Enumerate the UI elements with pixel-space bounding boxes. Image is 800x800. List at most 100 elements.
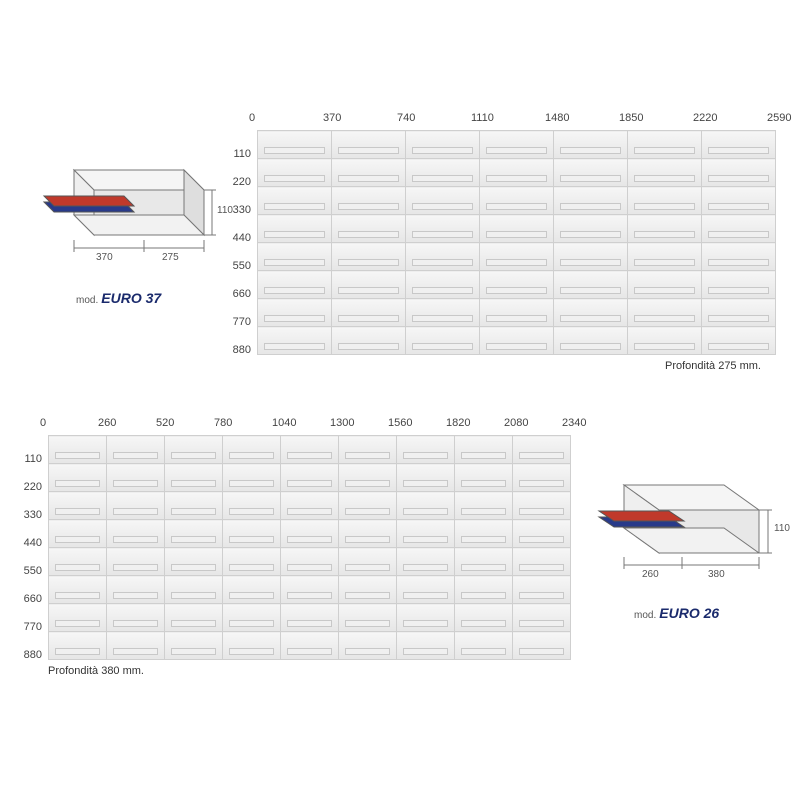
mailbox-cell — [223, 548, 281, 576]
mailbox-cell — [165, 604, 223, 632]
mailbox-cell — [107, 548, 165, 576]
mailbox-cell — [107, 576, 165, 604]
mailbox-cell — [165, 492, 223, 520]
mailbox-cell — [406, 131, 480, 159]
mailbox-cell — [49, 520, 107, 548]
y-axis-tick: 880 — [227, 344, 251, 356]
mailbox-cell — [281, 548, 339, 576]
y-axis-tick: 660 — [18, 593, 42, 605]
x-axis-tick: 780 — [214, 417, 232, 429]
mailbox-cell — [455, 520, 513, 548]
mailbox-cell — [628, 159, 702, 187]
mailbox-cell — [455, 604, 513, 632]
mailbox-cell — [165, 520, 223, 548]
mailbox-cell — [702, 131, 776, 159]
x-axis-tick: 1820 — [446, 417, 470, 429]
mailbox-cell — [513, 492, 571, 520]
x-axis-tick: 2340 — [562, 417, 586, 429]
mailbox-cell — [702, 187, 776, 215]
mailbox-cell — [628, 215, 702, 243]
mailbox-cell — [258, 187, 332, 215]
mailbox-cell — [406, 327, 480, 355]
mailbox-cell — [554, 299, 628, 327]
x-axis-tick: 0 — [249, 112, 255, 124]
mailbox-cell — [702, 243, 776, 271]
mailbox-cell — [513, 548, 571, 576]
mailbox-cell — [513, 464, 571, 492]
mailbox-cell — [339, 604, 397, 632]
mailbox-cell — [455, 464, 513, 492]
mailbox-cell — [455, 436, 513, 464]
mailbox-cell — [554, 243, 628, 271]
mailbox-cell — [107, 520, 165, 548]
mailbox-cell — [406, 299, 480, 327]
mailbox-cell — [339, 520, 397, 548]
mailbox-cell — [480, 131, 554, 159]
mailbox-cell — [554, 159, 628, 187]
mailbox-cell — [332, 271, 406, 299]
model-label-euro37: mod. EURO 37 — [76, 290, 161, 306]
mailbox-cell — [107, 492, 165, 520]
mailbox-cell — [107, 436, 165, 464]
y-axis-tick: 220 — [227, 176, 251, 188]
mailbox-cell — [49, 436, 107, 464]
mailbox-cell — [281, 520, 339, 548]
mailbox-cell — [49, 604, 107, 632]
mailbox-cell — [513, 520, 571, 548]
mailbox-cell — [554, 327, 628, 355]
mailbox-cell — [223, 632, 281, 660]
mailbox-cell — [480, 271, 554, 299]
dim-width-37: 370 — [96, 252, 113, 263]
mailbox-cell — [406, 271, 480, 299]
mailbox-cell — [281, 604, 339, 632]
x-axis-tick: 1560 — [388, 417, 412, 429]
mailbox-cell — [480, 187, 554, 215]
mailbox-cell — [554, 187, 628, 215]
mailbox-cell — [628, 271, 702, 299]
mailbox-cell — [406, 159, 480, 187]
mailbox-cell — [258, 159, 332, 187]
mailbox-cell — [165, 464, 223, 492]
x-axis-tick: 260 — [98, 417, 116, 429]
dim-depth-26: 380 — [708, 569, 725, 580]
mailbox-cell — [702, 327, 776, 355]
mailbox-cell — [702, 215, 776, 243]
x-axis-tick: 1040 — [272, 417, 296, 429]
mailbox-cell — [554, 131, 628, 159]
mailbox-cell — [397, 604, 455, 632]
y-axis-tick: 110 — [227, 148, 251, 160]
x-axis-tick: 2080 — [504, 417, 528, 429]
mailbox-cell — [554, 215, 628, 243]
y-axis-tick: 660 — [227, 288, 251, 300]
mailbox-cell — [554, 271, 628, 299]
mailbox-cell — [339, 464, 397, 492]
mailbox-cell — [513, 436, 571, 464]
mailbox-cell — [406, 243, 480, 271]
mailbox-cell — [258, 327, 332, 355]
mailbox-cell — [397, 436, 455, 464]
dim-height-26: 110 — [774, 523, 790, 534]
mailbox-cell — [223, 604, 281, 632]
mailbox-cell — [223, 492, 281, 520]
mailbox-cell — [455, 492, 513, 520]
mailbox-cell — [702, 159, 776, 187]
mailbox-cell — [281, 464, 339, 492]
y-axis-tick: 330 — [18, 509, 42, 521]
x-axis-tick: 1110 — [471, 112, 494, 124]
mailbox-cell — [332, 215, 406, 243]
mailbox-cell — [397, 576, 455, 604]
mailbox-cell — [397, 632, 455, 660]
x-axis-tick: 1300 — [330, 417, 354, 429]
grid-euro26 — [48, 435, 571, 660]
mailbox-cell — [455, 576, 513, 604]
mailbox-cell — [397, 520, 455, 548]
x-axis-tick: 520 — [156, 417, 174, 429]
mailbox-cell — [107, 632, 165, 660]
x-axis-tick: 2590 — [767, 112, 791, 124]
y-axis-tick: 770 — [227, 316, 251, 328]
y-axis-tick: 440 — [18, 537, 42, 549]
mailbox-cell — [49, 576, 107, 604]
y-axis-tick: 770 — [18, 621, 42, 633]
mailbox-cell — [258, 243, 332, 271]
mailbox-cell — [223, 520, 281, 548]
